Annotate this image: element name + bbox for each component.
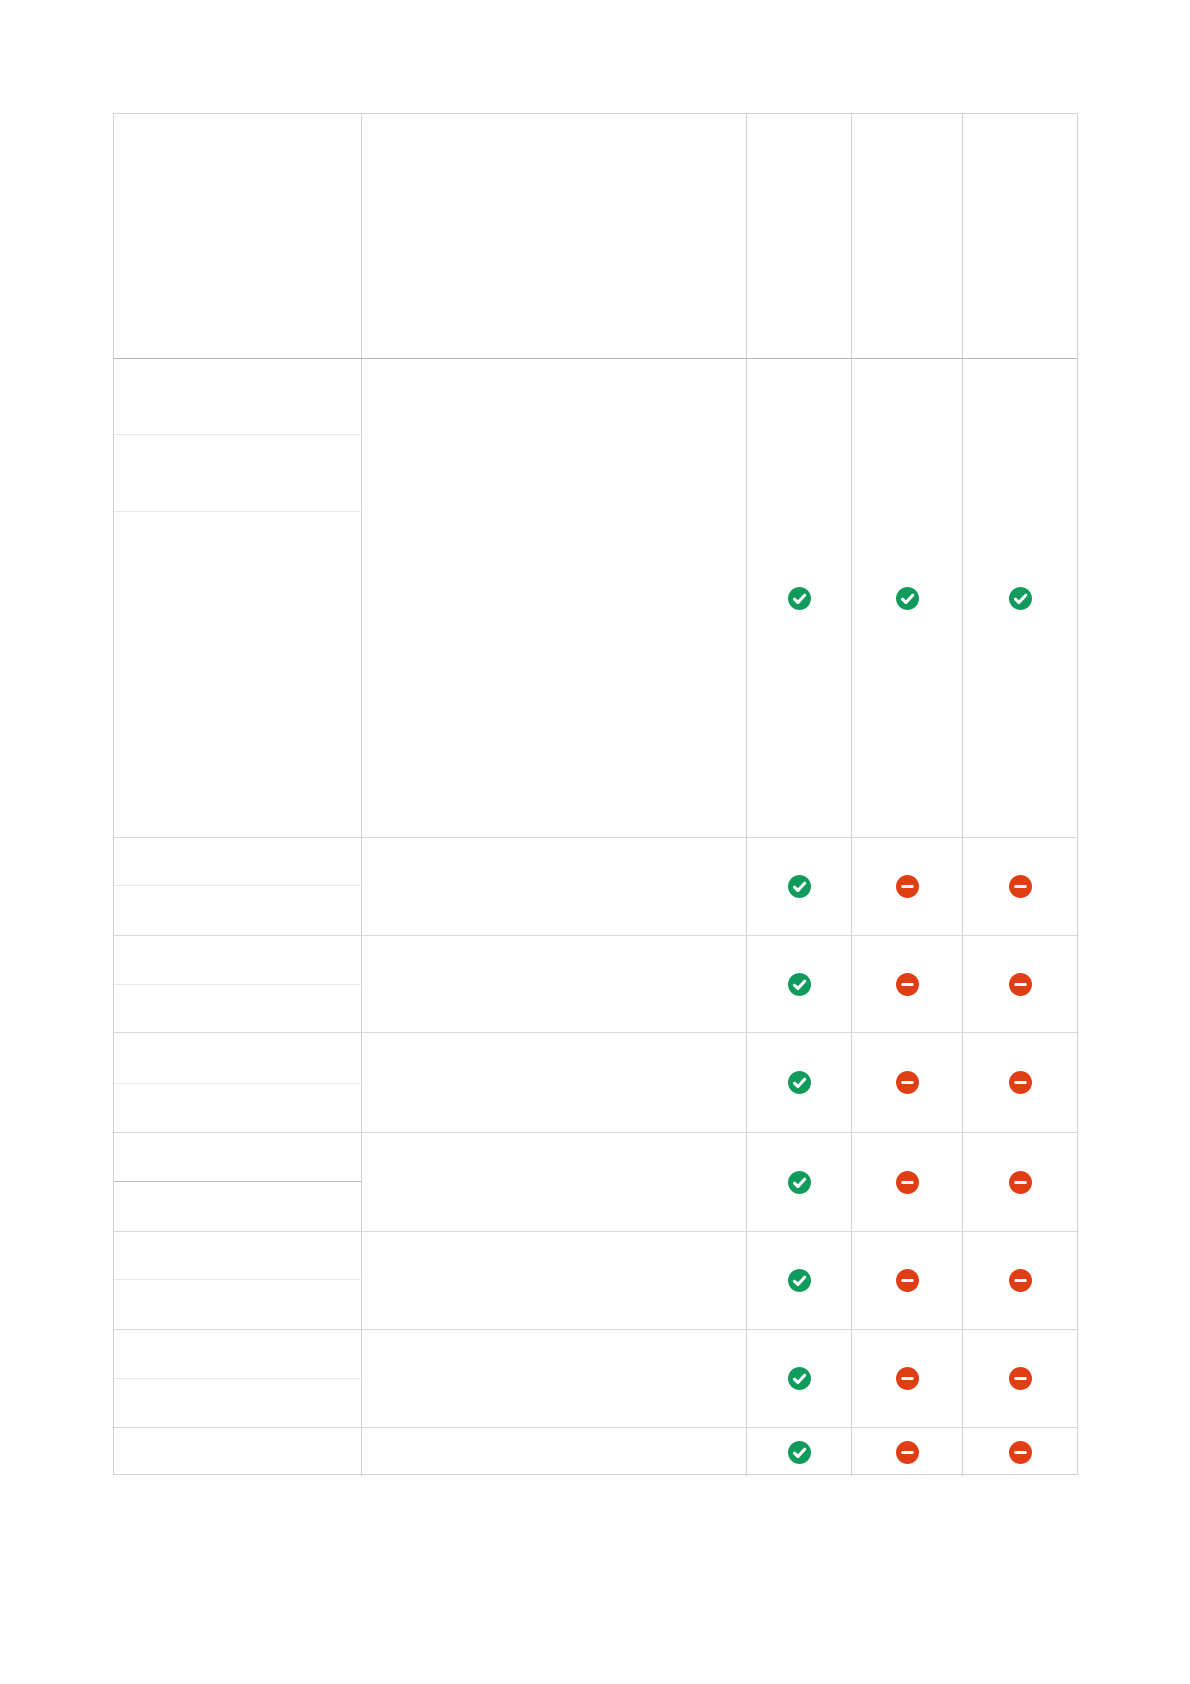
no-entry-icon <box>1008 1367 1032 1390</box>
status-cell <box>852 838 963 935</box>
feature-cell <box>114 1232 361 1280</box>
status-cell <box>852 1033 963 1132</box>
check-icon <box>787 1269 811 1292</box>
comparison-table <box>113 113 1078 1476</box>
status-cell <box>852 1232 963 1329</box>
check-icon <box>787 1071 811 1094</box>
status-cell <box>747 1133 852 1231</box>
feature-cell <box>114 886 361 935</box>
no-entry-icon <box>1008 1269 1032 1292</box>
table-row <box>114 838 1077 936</box>
no-entry-icon <box>895 1367 919 1390</box>
check-icon <box>1008 586 1032 610</box>
feature-cell-group <box>114 1428 362 1476</box>
table-row <box>114 936 1077 1033</box>
header-cell-feature <box>114 114 362 358</box>
feature-cell <box>114 1182 361 1231</box>
status-cell <box>852 359 963 837</box>
table-row <box>114 1033 1077 1133</box>
no-entry-icon <box>895 1440 919 1464</box>
status-cell <box>963 1133 1077 1231</box>
status-cell <box>747 359 852 837</box>
header-cell-plan-2 <box>852 114 963 358</box>
table-body <box>114 359 1077 1476</box>
check-icon <box>787 875 811 898</box>
status-cell <box>747 838 852 935</box>
feature-cell <box>114 936 361 985</box>
feature-cell <box>114 985 361 1032</box>
feature-cell <box>114 1133 361 1182</box>
description-cell <box>362 936 747 1032</box>
description-cell <box>362 359 747 837</box>
no-entry-icon <box>1008 1071 1032 1094</box>
feature-cell-group <box>114 1232 362 1329</box>
feature-cell <box>114 1379 361 1427</box>
status-cell <box>963 936 1077 1032</box>
table-row <box>114 1330 1077 1428</box>
feature-cell-group <box>114 936 362 1032</box>
description-cell <box>362 838 747 935</box>
status-cell <box>852 1330 963 1427</box>
status-cell <box>963 838 1077 935</box>
feature-cell <box>114 1428 361 1476</box>
table-header-row <box>114 114 1077 359</box>
description-cell <box>362 1033 747 1132</box>
table-row <box>114 359 1077 838</box>
feature-cell <box>114 1330 361 1379</box>
feature-cell <box>114 1084 361 1132</box>
feature-cell <box>114 1280 361 1329</box>
check-icon <box>787 1170 811 1194</box>
no-entry-icon <box>895 875 919 898</box>
feature-cell <box>114 1033 361 1084</box>
feature-cell <box>114 838 361 886</box>
check-icon <box>787 586 811 610</box>
description-cell <box>362 1330 747 1427</box>
description-cell <box>362 1232 747 1329</box>
check-icon <box>895 586 919 610</box>
no-entry-icon <box>1008 875 1032 898</box>
check-icon <box>787 1440 811 1464</box>
no-entry-icon <box>895 1071 919 1094</box>
feature-cell-group <box>114 1033 362 1132</box>
feature-cell-group <box>114 1133 362 1231</box>
no-entry-icon <box>895 1269 919 1292</box>
feature-cell-group <box>114 1330 362 1427</box>
no-entry-icon <box>895 972 919 996</box>
header-cell-description <box>362 114 747 358</box>
feature-cell <box>114 435 361 512</box>
status-cell <box>852 1428 963 1476</box>
status-cell <box>963 1033 1077 1132</box>
table-row <box>114 1232 1077 1330</box>
header-cell-plan-1 <box>747 114 852 358</box>
status-cell <box>963 359 1077 837</box>
status-cell <box>963 1428 1077 1476</box>
status-cell <box>747 1428 852 1476</box>
no-entry-icon <box>1008 1170 1032 1194</box>
status-cell <box>747 1330 852 1427</box>
table-row <box>114 1133 1077 1232</box>
table-row <box>114 1428 1077 1476</box>
status-cell <box>747 1232 852 1329</box>
check-icon <box>787 1367 811 1390</box>
no-entry-icon <box>1008 1440 1032 1464</box>
description-cell <box>362 1428 747 1476</box>
no-entry-icon <box>1008 972 1032 996</box>
no-entry-icon <box>895 1170 919 1194</box>
status-cell <box>747 936 852 1032</box>
status-cell <box>852 936 963 1032</box>
status-cell <box>852 1133 963 1231</box>
check-icon <box>787 972 811 996</box>
status-cell <box>747 1033 852 1132</box>
feature-cell <box>114 359 361 435</box>
description-cell <box>362 1133 747 1231</box>
header-cell-plan-3 <box>963 114 1077 358</box>
feature-cell <box>114 512 361 837</box>
feature-cell-group <box>114 838 362 935</box>
status-cell <box>963 1232 1077 1329</box>
status-cell <box>963 1330 1077 1427</box>
feature-cell-group <box>114 359 362 837</box>
